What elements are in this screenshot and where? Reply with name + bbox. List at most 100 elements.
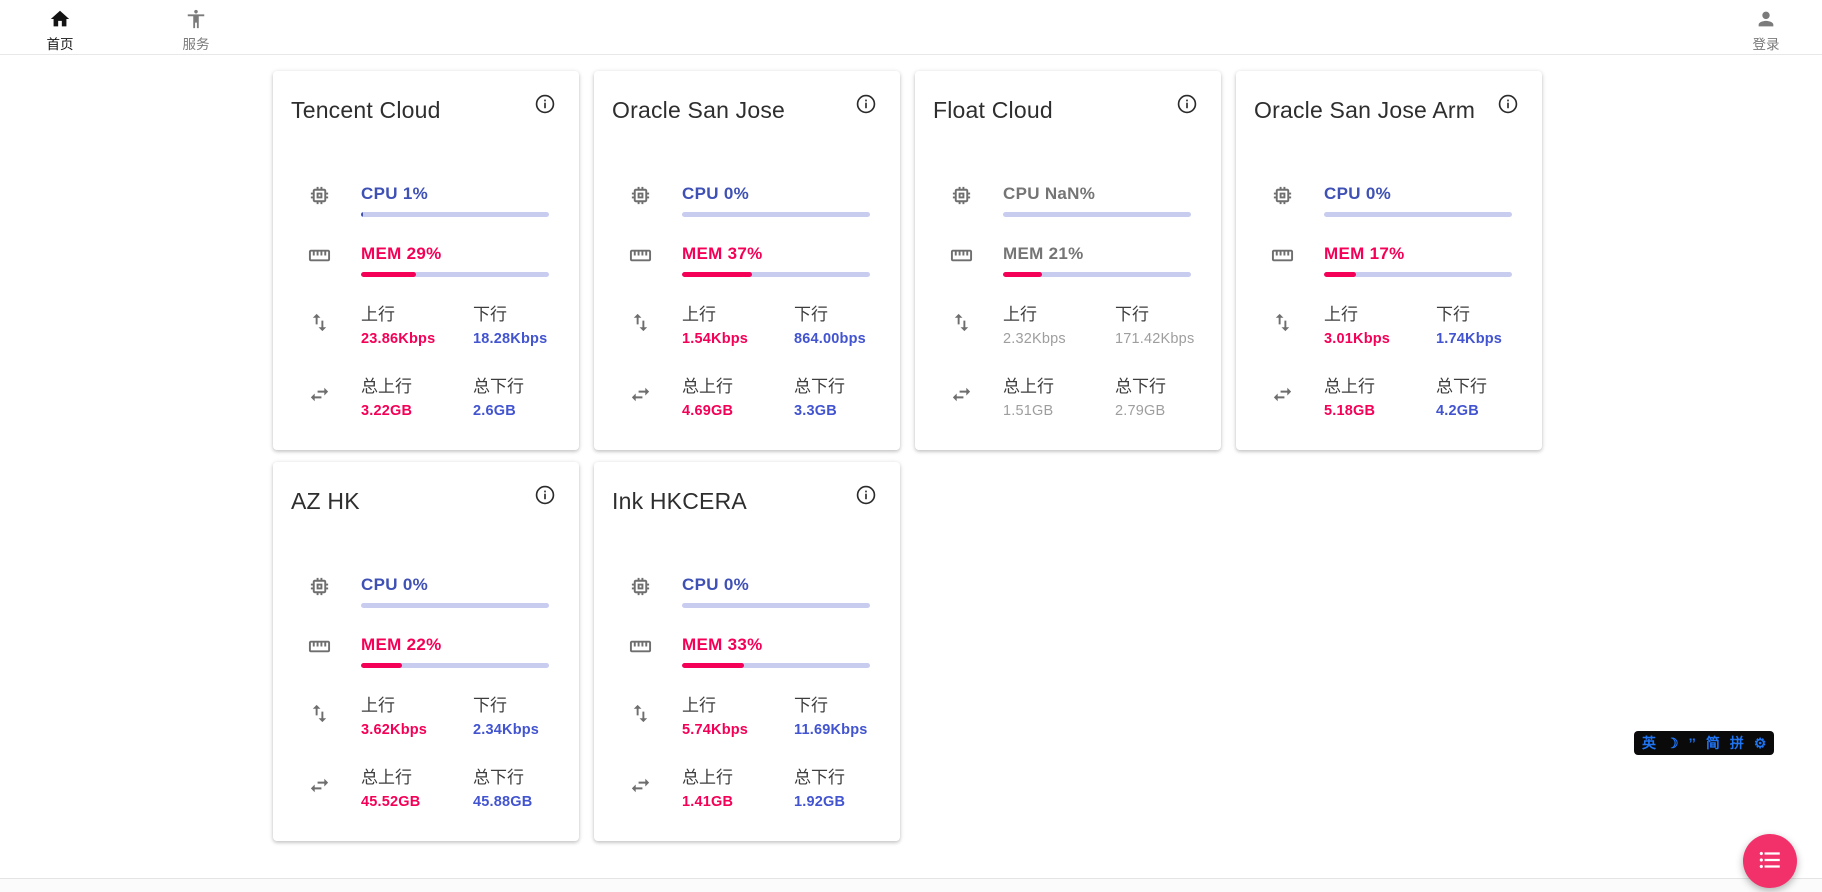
up-label: 上行 xyxy=(682,696,716,715)
nav-label-home: 首页 xyxy=(46,36,74,52)
up-label: 上行 xyxy=(1324,305,1358,324)
mem-progress-bar xyxy=(682,272,870,277)
info-icon[interactable] xyxy=(533,484,557,508)
mem-usage-text: MEM 21% xyxy=(1003,244,1084,263)
up-label: 上行 xyxy=(361,305,395,324)
total-down-label: 总下行 xyxy=(794,768,845,787)
total-down-label: 总下行 xyxy=(473,377,524,396)
gear-icon[interactable]: ⚙ xyxy=(1753,735,1767,751)
cpu-progress-bar xyxy=(361,212,549,217)
info-icon[interactable] xyxy=(1496,93,1520,117)
person-icon xyxy=(1755,8,1777,35)
ime-simplified-toggle[interactable]: 简 xyxy=(1705,735,1720,751)
cpu-progress-bar xyxy=(361,603,549,608)
total-up-value: 4.69GB xyxy=(682,403,734,419)
swap-vert-icon xyxy=(308,702,332,738)
mem-usage-text: MEM 17% xyxy=(1324,244,1405,263)
down-speed: 171.42Kbps xyxy=(1115,331,1195,347)
mem-usage-text: MEM 33% xyxy=(682,635,763,654)
list-fab-button[interactable] xyxy=(1743,834,1797,888)
mem-progress-bar xyxy=(682,663,870,668)
swap-vert-icon xyxy=(308,311,332,347)
ime-lang-toggle[interactable]: 英 xyxy=(1642,735,1656,751)
info-icon[interactable] xyxy=(854,93,878,117)
total-down-value: 45.88GB xyxy=(473,794,533,810)
total-down-label: 总下行 xyxy=(1115,377,1166,396)
server-name: Tencent Cloud xyxy=(291,97,441,123)
cpu-progress-bar xyxy=(682,212,870,217)
memory-ruler-icon xyxy=(629,244,653,277)
up-speed: 2.32Kbps xyxy=(1003,331,1066,347)
cpu-progress-bar xyxy=(1324,212,1512,217)
down-label: 下行 xyxy=(1115,305,1149,324)
info-icon[interactable] xyxy=(533,93,557,117)
ime-pinyin-toggle[interactable]: 拼 xyxy=(1729,735,1744,751)
up-label: 上行 xyxy=(1003,305,1037,324)
server-card-az-hk: AZ HK CPU 0% MEM 22% xyxy=(273,462,579,841)
total-down-value: 2.6GB xyxy=(473,403,516,419)
info-icon[interactable] xyxy=(854,484,878,508)
total-down-value: 3.3GB xyxy=(794,403,837,419)
up-speed: 5.74Kbps xyxy=(682,722,749,738)
server-name: Ink HKCERA xyxy=(612,488,747,514)
ime-toolbar[interactable]: 英 ☽ ’’ 简 拼 ⚙ xyxy=(1634,731,1775,755)
cpu-usage-text: CPU 0% xyxy=(682,575,749,594)
total-down-value: 1.92GB xyxy=(794,794,846,810)
mem-progress-bar xyxy=(1003,272,1191,277)
total-down-value: 4.2GB xyxy=(1436,403,1479,419)
total-up-value: 1.51GB xyxy=(1003,403,1054,419)
total-down-label: 总下行 xyxy=(1436,377,1487,396)
total-up-value: 1.41GB xyxy=(682,794,734,810)
swap-vert-icon xyxy=(629,311,653,347)
nav-item-services[interactable]: 服务 xyxy=(170,2,222,53)
memory-ruler-icon xyxy=(950,244,974,277)
swap-horiz-icon xyxy=(308,383,332,419)
mem-usage-text: MEM 22% xyxy=(361,635,442,654)
swap-horiz-icon xyxy=(629,383,653,419)
swap-horiz-icon xyxy=(950,383,974,419)
info-icon[interactable] xyxy=(1175,93,1199,117)
server-card-oracle-san-jose-arm: Oracle San Jose Arm CPU 0% MEM xyxy=(1236,71,1542,450)
cpu-usage-text: CPU NaN% xyxy=(1003,184,1096,203)
server-name: Oracle San Jose xyxy=(612,97,786,123)
down-speed: 2.34Kbps xyxy=(473,722,540,738)
nav-item-home[interactable]: 首页 xyxy=(34,2,86,53)
nav-label-services: 服务 xyxy=(182,36,210,52)
total-up-label: 总上行 xyxy=(361,768,412,787)
server-card-ink-hkcera: Ink HKCERA CPU 0% MEM 33% xyxy=(594,462,900,841)
cpu-chip-icon xyxy=(629,575,653,608)
accessibility-icon xyxy=(185,8,207,35)
memory-ruler-icon xyxy=(308,635,332,668)
cpu-usage-text: CPU 0% xyxy=(682,184,749,203)
mem-progress-bar xyxy=(1324,272,1512,277)
memory-ruler-icon xyxy=(308,244,332,277)
total-up-label: 总上行 xyxy=(1324,377,1375,396)
up-label: 上行 xyxy=(682,305,716,324)
cpu-chip-icon xyxy=(629,184,653,217)
server-name: Float Cloud xyxy=(933,97,1053,123)
cpu-chip-icon xyxy=(1271,184,1295,217)
total-up-label: 总上行 xyxy=(361,377,412,396)
total-up-label: 总上行 xyxy=(682,768,733,787)
down-label: 下行 xyxy=(1436,305,1470,324)
page-footer xyxy=(0,878,1822,892)
list-icon xyxy=(1757,847,1783,876)
cpu-usage-text: CPU 1% xyxy=(361,184,428,203)
nav-item-login[interactable]: 登录 xyxy=(1740,2,1792,53)
down-speed: 11.69Kbps xyxy=(794,722,868,738)
mem-progress-bar xyxy=(361,663,549,668)
top-navbar: 首页 服务 登录 xyxy=(0,0,1822,55)
mem-usage-text: MEM 29% xyxy=(361,244,442,263)
down-speed: 864.00bps xyxy=(794,331,866,347)
cpu-usage-text: CPU 0% xyxy=(361,575,428,594)
down-speed: 18.28Kbps xyxy=(473,331,548,347)
punctuation-mode-icon[interactable]: ’’ xyxy=(1688,735,1696,751)
moon-icon[interactable]: ☽ xyxy=(1666,735,1679,751)
nav-label-login: 登录 xyxy=(1752,36,1780,52)
mem-usage-text: MEM 37% xyxy=(682,244,763,263)
mem-progress-bar xyxy=(361,272,549,277)
up-speed: 23.86Kbps xyxy=(361,331,436,347)
up-speed: 1.54Kbps xyxy=(682,331,749,347)
down-label: 下行 xyxy=(473,305,507,324)
cpu-chip-icon xyxy=(308,575,332,608)
